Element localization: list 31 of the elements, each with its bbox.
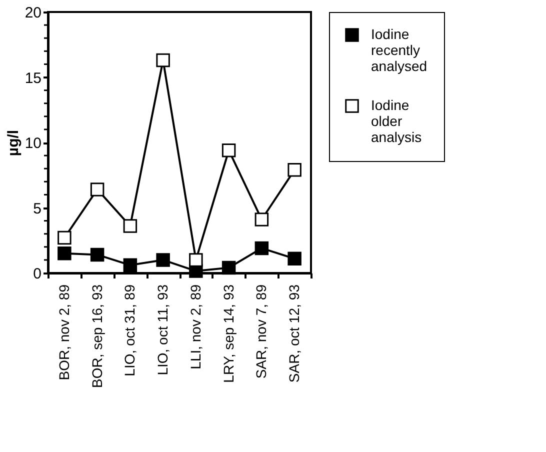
point [156,253,170,267]
y-tick-label: 15 [24,70,42,87]
point [288,163,302,177]
y-tick-label: 10 [24,135,42,152]
point [90,182,104,196]
x-tick-label: SAR, nov 7, 89 [253,284,270,379]
y-tick-label: 0 [33,266,42,282]
x-tick-label: LLI, nov 2, 89 [187,284,204,370]
point [222,143,236,158]
point [123,258,138,272]
y-tick-label: 5 [33,200,42,218]
point [58,246,72,260]
x-tick-label: BOR, nov 2, 89 [56,284,72,380]
x-tick-label: LIO, oct 11, 93 [154,284,171,376]
point [90,248,104,262]
legend-label: Iodine recently analysed [371,26,428,74]
x-tick-label: SAR, oct 12, 93 [286,284,302,383]
point [58,230,72,245]
point [222,260,236,275]
point [156,53,170,68]
y-tick-label: 20 [24,4,42,22]
point [254,212,269,226]
point [123,219,138,233]
x-tick-label: BOR, sep 16, 93 [88,284,105,388]
point [254,241,269,256]
y-axis-title: µg/l [4,130,22,156]
x-tick-label: LIO, oct 31, 89 [122,284,138,376]
point [288,252,302,266]
x-tick-label: LRY, sep 14, 93 [220,284,236,383]
legend-label: Iodine older analysis [371,97,422,145]
point [189,253,203,267]
